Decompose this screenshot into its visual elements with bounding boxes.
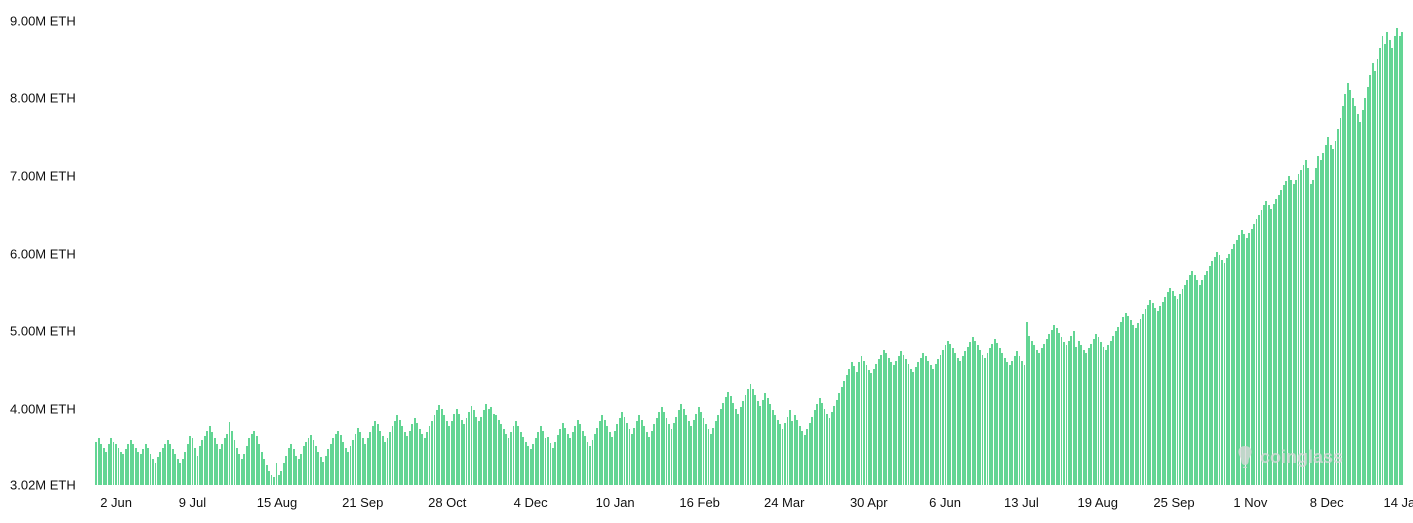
y-axis: 3.02M ETH4.00M ETH5.00M ETH6.00M ETH7.00…: [0, 0, 95, 485]
y-tick-label: 4.00M ETH: [10, 401, 76, 416]
x-tick-label: 28 Oct: [428, 495, 466, 510]
y-tick-label: 3.02M ETH: [10, 478, 76, 493]
x-tick-label: 9 Jul: [179, 495, 206, 510]
x-tick-label: 4 Dec: [514, 495, 548, 510]
x-tick-label: 19 Aug: [1077, 495, 1118, 510]
x-tick-label: 30 Apr: [850, 495, 888, 510]
x-tick-label: 25 Sep: [1153, 495, 1194, 510]
x-axis: 2 Jun 9 Jul 15 Aug 21 Sep 28 Oct 4 Dec 10 Jan 1…: [95, 489, 1403, 523]
x-tick-label: 16 Feb: [679, 495, 719, 510]
eth-chart: 3.02M ETH 4.00M ETH 5.00M ETH 6.00M ETH 7.00…: [0, 0, 1413, 523]
x-tick-label: 21 Sep: [342, 495, 383, 510]
x-tick-label: 13 Jul: [1004, 495, 1039, 510]
chart-bar: [1401, 32, 1403, 485]
x-tick-label: 2 Jun: [100, 495, 132, 510]
x-tick-label: 24 Mar: [764, 495, 804, 510]
y-tick-label: 8.00M ETH: [10, 91, 76, 106]
x-tick-label: 10 Jan: [596, 495, 635, 510]
y-tick-label: 7.00M ETH: [10, 168, 76, 183]
y-tick-label: 6.00M ETH: [10, 246, 76, 261]
x-tick-label: 15 Aug: [257, 495, 298, 510]
y-tick-label: 9.00M ETH: [10, 13, 76, 28]
x-tick-label: 8 Dec: [1310, 495, 1344, 510]
y-tick-label: 5.00M ETH: [10, 324, 76, 339]
x-tick-label: 6 Jun: [929, 495, 961, 510]
plot-area: [95, 5, 1403, 485]
x-tick-label: 1 Nov: [1233, 495, 1267, 510]
x-tick-label: 14 Jan: [1383, 495, 1413, 510]
